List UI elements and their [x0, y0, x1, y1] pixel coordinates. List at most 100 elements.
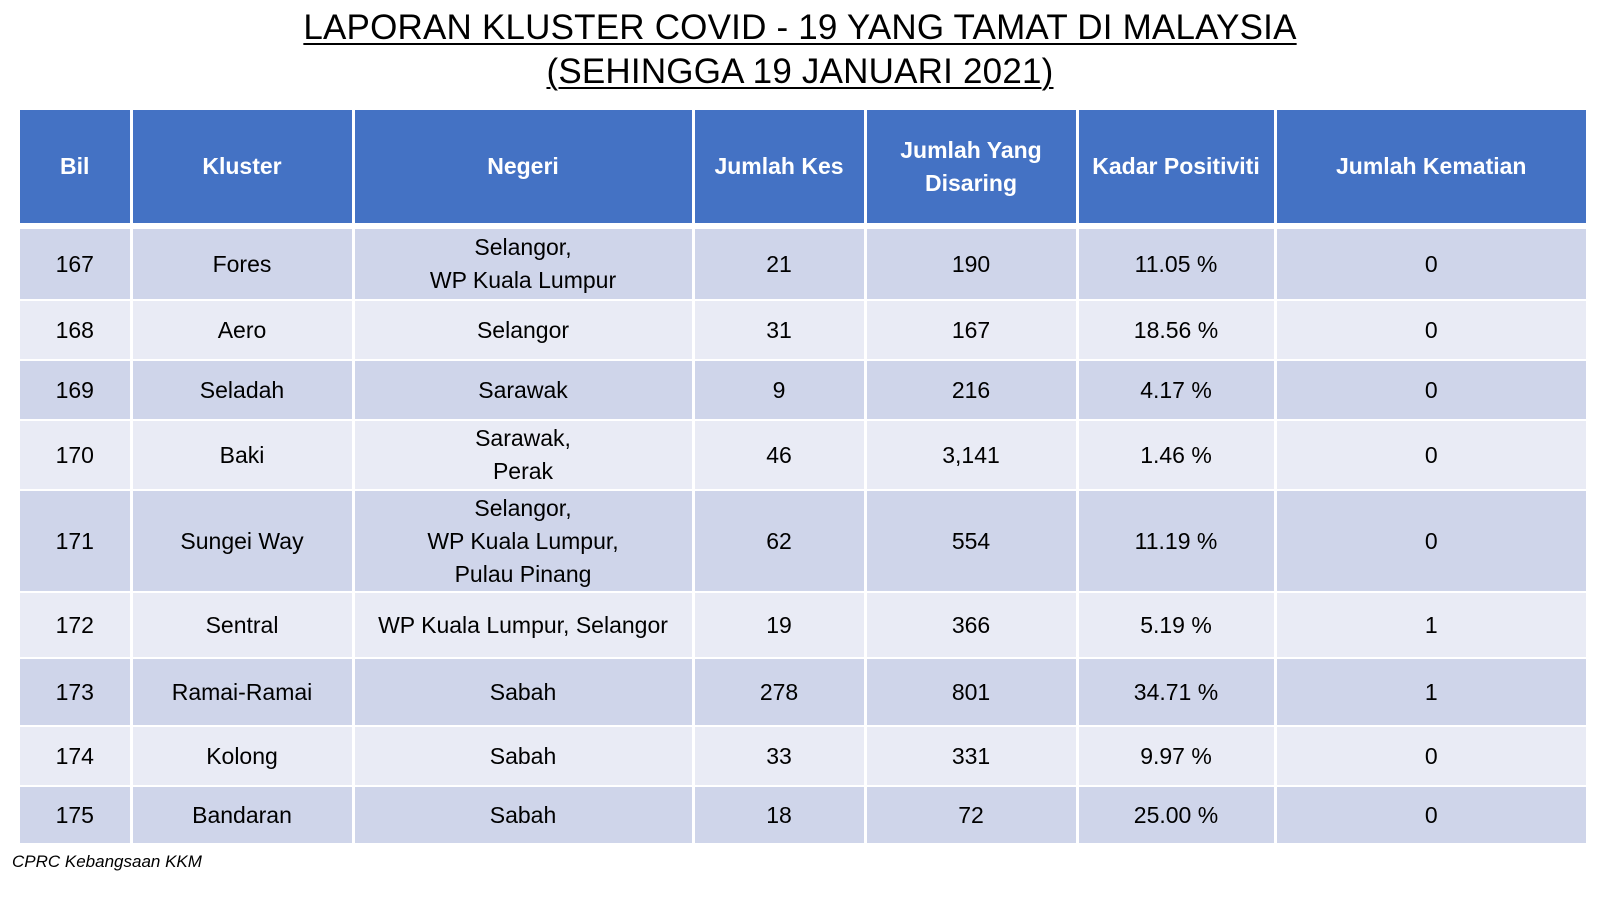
- table-row: 170 Baki Sarawak, Perak 46 3,141 1.46 % …: [20, 420, 1586, 491]
- cell-bil: 169: [20, 360, 133, 421]
- cell-kadar-positiviti: 9.97 %: [1077, 726, 1277, 787]
- header-jumlah-disaring-line-1: Jumlah Yang: [900, 136, 1042, 163]
- cell-kluster: Fores: [131, 226, 355, 301]
- cell-kadar-positiviti: 34.71 %: [1077, 658, 1277, 727]
- cell-jumlah-kes: 18: [693, 786, 867, 845]
- cell-jumlah-kematian: 0: [1275, 726, 1586, 787]
- table-row: 172 Sentral WP Kuala Lumpur, Selangor 19…: [20, 592, 1586, 659]
- negeri-line: WP Kuala Lumpur,: [427, 527, 619, 554]
- cell-jumlah-kes: 19: [693, 592, 867, 659]
- cell-kadar-positiviti: 18.56 %: [1077, 300, 1277, 361]
- cell-jumlah-disaring: 331: [865, 726, 1079, 787]
- cluster-table: Bil Kluster Negeri Jumlah Kes Jumlah Yan…: [20, 110, 1586, 845]
- cell-jumlah-kes: 278: [693, 658, 867, 727]
- cell-jumlah-disaring: 554: [865, 490, 1079, 593]
- cell-kluster: Sungei Way: [131, 490, 355, 593]
- source-footnote: CPRC Kebangsaan KKM: [12, 852, 202, 871]
- cell-jumlah-kes: 62: [693, 490, 867, 593]
- title-line-2: (SEHINGGA 19 JANUARI 2021): [546, 52, 1054, 91]
- cell-kluster: Ramai-Ramai: [131, 658, 355, 727]
- negeri-line: Selangor,: [474, 234, 572, 260]
- negeri-line: Selangor,: [474, 494, 572, 521]
- cell-kluster: Aero: [131, 300, 355, 361]
- cell-bil: 168: [20, 300, 133, 361]
- title-line-1: LAPORAN KLUSTER COVID - 19 YANG TAMAT DI…: [303, 8, 1297, 47]
- cell-jumlah-kes: 33: [693, 726, 867, 787]
- header-jumlah-kematian: Jumlah Kematian: [1275, 110, 1586, 229]
- cell-jumlah-disaring: 801: [865, 658, 1079, 727]
- header-jumlah-kes: Jumlah Kes: [693, 110, 867, 229]
- cell-negeri: Sarawak: [353, 360, 695, 421]
- table-row: 173 Ramai-Ramai Sabah 278 801 34.71 % 1: [20, 658, 1586, 727]
- cell-negeri: Selangor, WP Kuala Lumpur: [353, 226, 695, 301]
- header-negeri: Negeri: [353, 110, 695, 229]
- table-row: 169 Seladah Sarawak 9 216 4.17 % 0: [20, 360, 1586, 421]
- cell-kadar-positiviti: 25.00 %: [1077, 786, 1277, 845]
- cell-jumlah-kes: 46: [693, 420, 867, 491]
- cell-jumlah-kematian: 0: [1275, 420, 1586, 491]
- cell-kadar-positiviti: 4.17 %: [1077, 360, 1277, 421]
- header-jumlah-disaring-line-2: Disaring: [924, 169, 1018, 196]
- cell-jumlah-disaring: 216: [865, 360, 1079, 421]
- page-title: LAPORAN KLUSTER COVID - 19 YANG TAMAT DI…: [0, 6, 1600, 94]
- cell-jumlah-kematian: 0: [1275, 786, 1586, 845]
- negeri-line: WP Kuala Lumpur, Selangor: [378, 611, 668, 638]
- negeri-line: Selangor: [476, 316, 570, 343]
- cell-bil: 175: [20, 786, 133, 845]
- cell-kluster: Seladah: [131, 360, 355, 421]
- negeri-line: Sabah: [489, 678, 557, 705]
- header-kluster: Kluster: [131, 110, 355, 229]
- cell-jumlah-kematian: 0: [1275, 300, 1586, 361]
- cell-kluster: Sentral: [131, 592, 355, 659]
- header-kadar-positiviti: Kadar Positiviti: [1077, 110, 1277, 229]
- negeri-line: Sabah: [489, 742, 557, 769]
- table-row: 175 Bandaran Sabah 18 72 25.00 % 0: [20, 786, 1586, 845]
- cell-negeri: WP Kuala Lumpur, Selangor: [353, 592, 695, 659]
- cell-jumlah-disaring: 190: [865, 226, 1079, 301]
- cell-bil: 171: [20, 490, 133, 593]
- header-bil: Bil: [20, 110, 133, 229]
- cell-negeri: Selangor, WP Kuala Lumpur, Pulau Pinang: [353, 490, 695, 593]
- cell-kadar-positiviti: 11.19 %: [1077, 490, 1277, 593]
- cell-bil: 167: [20, 226, 133, 301]
- cell-bil: 173: [20, 658, 133, 727]
- negeri-line: Perak: [492, 458, 554, 484]
- table-header-row: Bil Kluster Negeri Jumlah Kes Jumlah Yan…: [20, 110, 1586, 229]
- cell-jumlah-kematian: 0: [1275, 360, 1586, 421]
- cell-bil: 174: [20, 726, 133, 787]
- cell-bil: 170: [20, 420, 133, 491]
- cell-jumlah-disaring: 167: [865, 300, 1079, 361]
- cell-kluster: Bandaran: [131, 786, 355, 845]
- cell-negeri: Sabah: [353, 786, 695, 845]
- cell-negeri: Selangor: [353, 300, 695, 361]
- cell-negeri: Sabah: [353, 726, 695, 787]
- table-row: 167 Fores Selangor, WP Kuala Lumpur 21 1…: [20, 226, 1586, 301]
- table-row: 168 Aero Selangor 31 167 18.56 % 0: [20, 300, 1586, 361]
- cell-jumlah-kes: 31: [693, 300, 867, 361]
- negeri-line: Sarawak,: [475, 425, 571, 451]
- negeri-line: WP Kuala Lumpur: [429, 267, 617, 293]
- cell-jumlah-kes: 9: [693, 360, 867, 421]
- cell-jumlah-kematian: 0: [1275, 226, 1586, 301]
- cell-negeri: Sabah: [353, 658, 695, 727]
- negeri-line: Pulau Pinang: [454, 560, 592, 587]
- cell-jumlah-disaring: 3,141: [865, 420, 1079, 491]
- cell-kadar-positiviti: 11.05 %: [1077, 226, 1277, 301]
- table-row: 174 Kolong Sabah 33 331 9.97 % 0: [20, 726, 1586, 787]
- cluster-table-container: Bil Kluster Negeri Jumlah Kes Jumlah Yan…: [20, 110, 1586, 845]
- negeri-line: Sarawak: [478, 376, 568, 403]
- negeri-line: Sabah: [489, 801, 557, 828]
- table-body: 167 Fores Selangor, WP Kuala Lumpur 21 1…: [20, 226, 1586, 845]
- cell-jumlah-kematian: 1: [1275, 592, 1586, 659]
- cell-jumlah-disaring: 366: [865, 592, 1079, 659]
- cell-jumlah-kematian: 0: [1275, 490, 1586, 593]
- cell-kadar-positiviti: 5.19 %: [1077, 592, 1277, 659]
- cell-negeri: Sarawak, Perak: [353, 420, 695, 491]
- cell-jumlah-disaring: 72: [865, 786, 1079, 845]
- cell-kluster: Kolong: [131, 726, 355, 787]
- table-row: 171 Sungei Way Selangor, WP Kuala Lumpur…: [20, 490, 1586, 593]
- header-jumlah-disaring: Jumlah Yang Disaring: [865, 110, 1079, 229]
- cell-kluster: Baki: [131, 420, 355, 491]
- cell-jumlah-kematian: 1: [1275, 658, 1586, 727]
- cell-kadar-positiviti: 1.46 %: [1077, 420, 1277, 491]
